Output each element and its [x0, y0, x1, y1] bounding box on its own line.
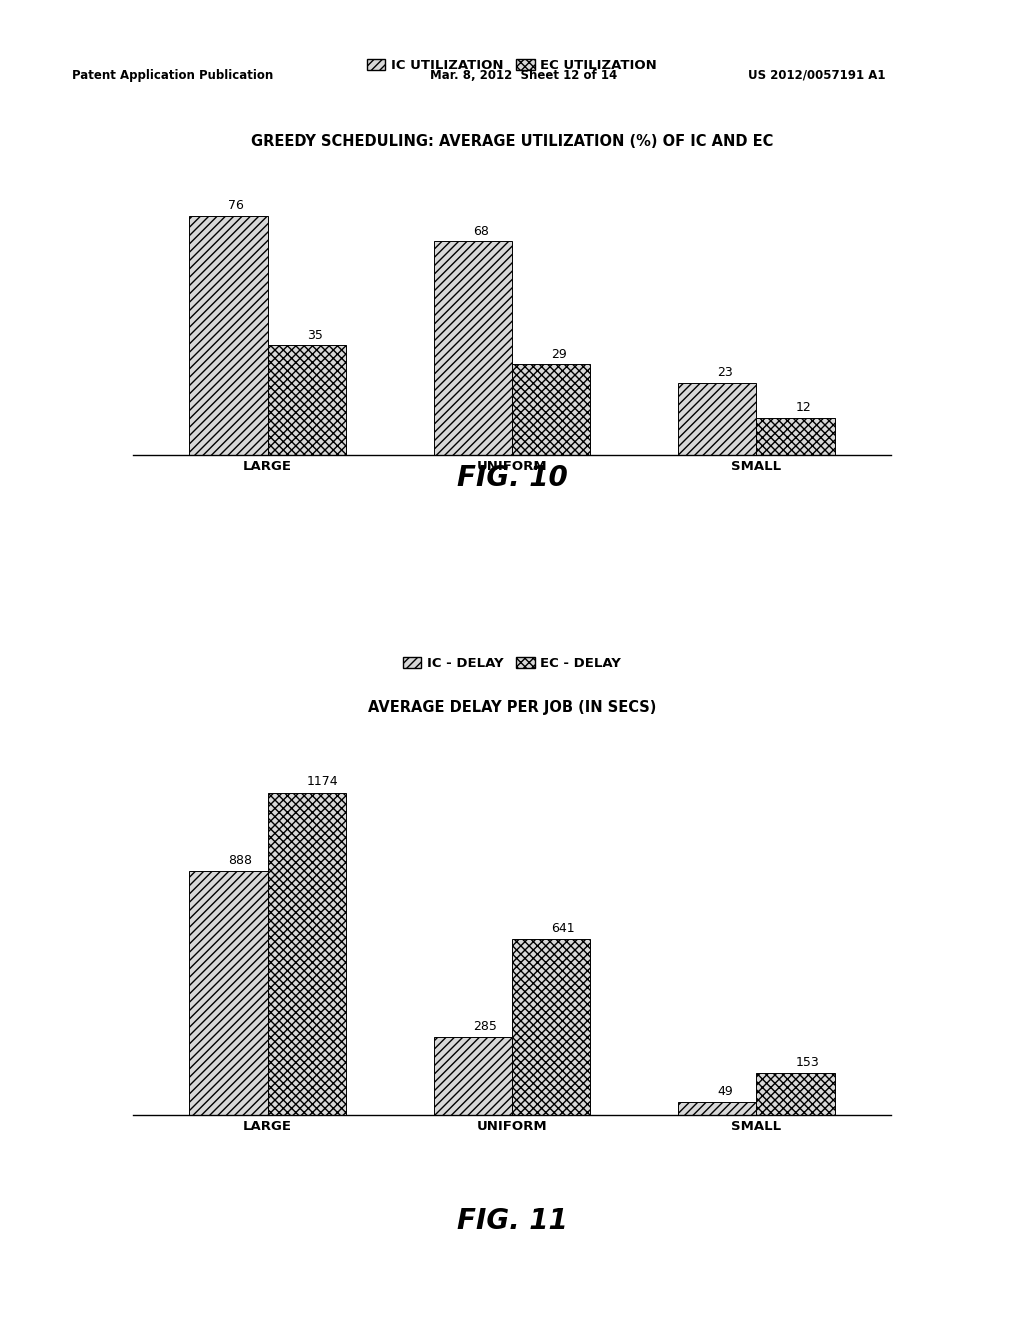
Text: 49: 49 [718, 1085, 733, 1097]
Text: AVERAGE DELAY PER JOB (IN SECS): AVERAGE DELAY PER JOB (IN SECS) [368, 700, 656, 715]
Bar [512, 364, 590, 455]
Bar [189, 871, 267, 1115]
Bar [678, 383, 757, 455]
Text: 1174: 1174 [306, 775, 338, 788]
Bar [512, 939, 590, 1115]
Text: 12: 12 [796, 401, 811, 414]
Bar [434, 1038, 512, 1115]
Text: 888: 888 [228, 854, 253, 867]
Text: 68: 68 [473, 224, 488, 238]
Bar [434, 242, 512, 455]
Text: US 2012/0057191 A1: US 2012/0057191 A1 [748, 69, 885, 82]
Bar [267, 792, 346, 1115]
Bar [757, 1073, 835, 1115]
Text: 35: 35 [306, 329, 323, 342]
Bar [757, 417, 835, 455]
Bar [189, 215, 267, 455]
Text: FIG. 10: FIG. 10 [457, 463, 567, 492]
Text: FIG. 11: FIG. 11 [457, 1206, 567, 1236]
Text: Patent Application Publication: Patent Application Publication [72, 69, 273, 82]
Text: 153: 153 [796, 1056, 819, 1069]
Text: 29: 29 [551, 347, 567, 360]
Text: 76: 76 [228, 199, 245, 213]
Legend: IC UTILIZATION, EC UTILIZATION: IC UTILIZATION, EC UTILIZATION [367, 59, 657, 73]
Text: GREEDY SCHEDULING: AVERAGE UTILIZATION (%) OF IC AND EC: GREEDY SCHEDULING: AVERAGE UTILIZATION (… [251, 133, 773, 149]
Legend: IC - DELAY, EC - DELAY: IC - DELAY, EC - DELAY [402, 657, 622, 671]
Text: 641: 641 [551, 921, 574, 935]
Text: 285: 285 [473, 1019, 497, 1032]
Bar [267, 345, 346, 455]
Text: 23: 23 [718, 367, 733, 379]
Text: Mar. 8, 2012  Sheet 12 of 14: Mar. 8, 2012 Sheet 12 of 14 [430, 69, 617, 82]
Bar [678, 1102, 757, 1115]
